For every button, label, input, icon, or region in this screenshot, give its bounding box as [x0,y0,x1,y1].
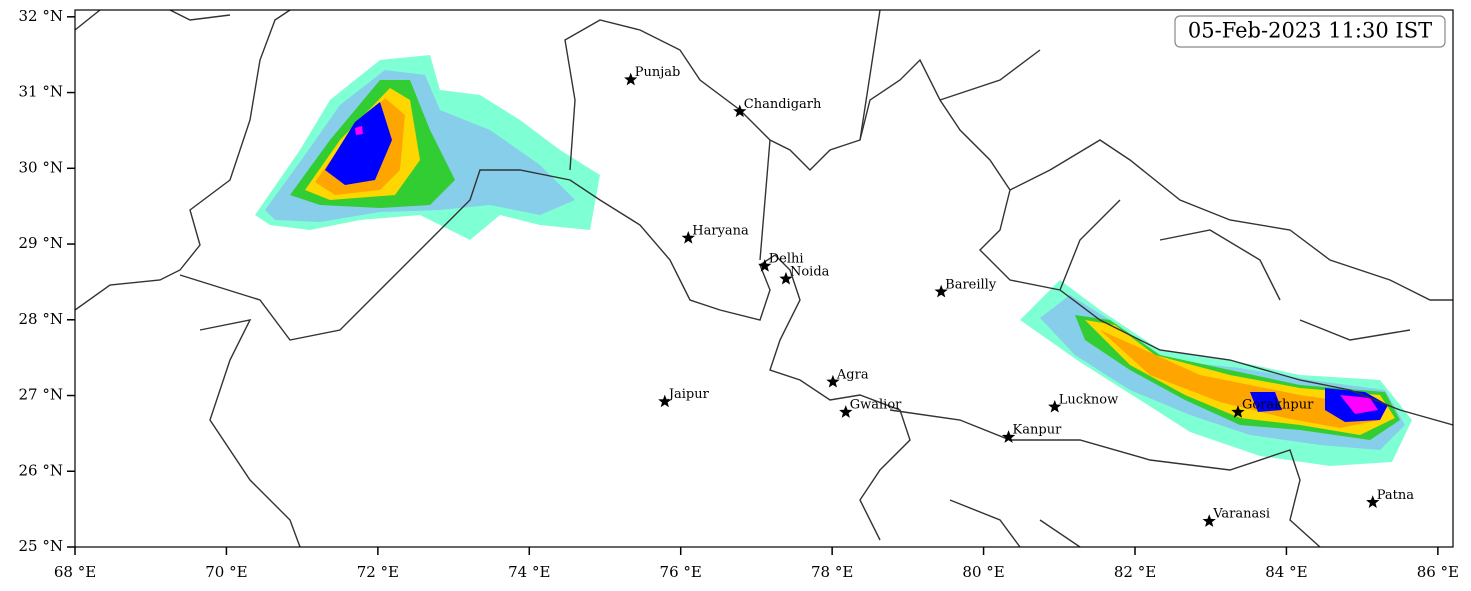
city-label: Gorakhpur [1242,398,1314,413]
x-tick-label: 70 °E [205,563,247,581]
city-label: Varanasi [1212,507,1270,522]
x-tick-label: 82 °E [1114,563,1156,581]
city-marker [733,104,747,118]
y-tick-label: 29 °N [19,234,63,252]
city-marker [839,405,853,418]
x-tick-label: 68 °E [54,563,96,581]
x-tick-label: 72 °E [357,563,399,581]
city-label: Delhi [769,252,804,267]
city-marker [1366,495,1380,508]
city-marker [779,271,793,285]
title-box [1174,15,1446,48]
city-marker [1231,405,1245,418]
map-layer [75,10,1453,547]
city-marker [1202,514,1216,527]
radar-nw [255,55,600,240]
x-tick-label: 84 °E [1265,563,1307,581]
city-marker [1048,399,1062,413]
borders [75,10,1453,547]
city-label: Jaipur [667,387,710,402]
x-tick-label: 78 °E [811,563,853,581]
city-label: Kanpur [1013,423,1063,438]
title: 05-Feb-2023 11:30 IST [1188,19,1432,43]
x-tick-label: 80 °E [962,563,1004,581]
y-tick-label: 31 °N [19,83,63,101]
city-label: Agra [836,367,869,382]
city-marker [624,72,638,86]
y-tick-label: 30 °N [19,158,63,176]
city-label: Chandigarh [744,97,822,112]
x-tick-label: 86 °E [1417,563,1459,581]
y-tick-label: 26 °N [19,461,63,479]
city-label: Lucknow [1059,392,1119,407]
city-marker [1001,430,1016,443]
x-tick-label: 76 °E [660,563,702,581]
city-label: Punjab [635,65,681,80]
city-marker [934,284,948,298]
y-tick-label: 28 °N [19,310,63,328]
city-label: Gwalior [850,398,902,413]
city-label: Haryana [692,223,749,238]
city-label: Bareilly [945,277,997,292]
y-tick-label: 27 °N [19,386,63,404]
city-marker [758,259,772,272]
y-tick-label: 25 °N [19,537,63,555]
city-marker [658,394,672,408]
y-tick-label: 32 °N [19,7,63,25]
city-marker [826,374,840,388]
city-marker [681,230,695,244]
radar-se [1020,280,1412,466]
x-tick-label: 74 °E [508,563,550,581]
city-label: Noida [790,264,830,279]
plot-frame [74,9,1454,548]
city-label: Patna [1377,488,1415,503]
